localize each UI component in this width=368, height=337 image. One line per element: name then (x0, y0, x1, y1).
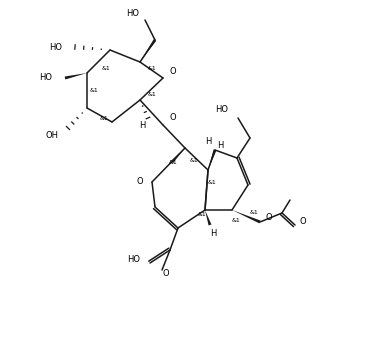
Text: HO: HO (127, 8, 139, 18)
Text: HO: HO (39, 73, 52, 83)
Polygon shape (171, 148, 185, 163)
Polygon shape (208, 150, 216, 170)
Text: H: H (139, 121, 145, 129)
Text: &1: &1 (148, 92, 157, 96)
Polygon shape (65, 73, 87, 80)
Text: &1: &1 (250, 210, 259, 214)
Text: HO: HO (49, 42, 62, 52)
Text: O: O (300, 217, 307, 226)
Polygon shape (232, 210, 261, 223)
Text: H: H (206, 137, 212, 147)
Polygon shape (205, 210, 212, 225)
Text: O: O (137, 178, 143, 186)
Text: &1: &1 (100, 116, 109, 121)
Text: &1: &1 (148, 65, 157, 70)
Text: &1: &1 (190, 157, 199, 162)
Text: O: O (265, 214, 272, 222)
Text: H: H (217, 141, 223, 150)
Text: O: O (163, 269, 169, 277)
Text: H: H (210, 228, 216, 238)
Text: &1: &1 (208, 180, 217, 184)
Text: &1: &1 (168, 159, 177, 164)
Text: &1: &1 (198, 213, 207, 217)
Text: O: O (170, 67, 177, 76)
Text: HO: HO (215, 105, 228, 115)
Text: &1: &1 (90, 88, 99, 92)
Text: &1: &1 (232, 217, 241, 222)
Polygon shape (140, 39, 156, 62)
Text: O: O (170, 114, 177, 123)
Text: HO: HO (127, 255, 140, 265)
Text: OH: OH (45, 130, 58, 140)
Text: &1: &1 (102, 65, 111, 70)
